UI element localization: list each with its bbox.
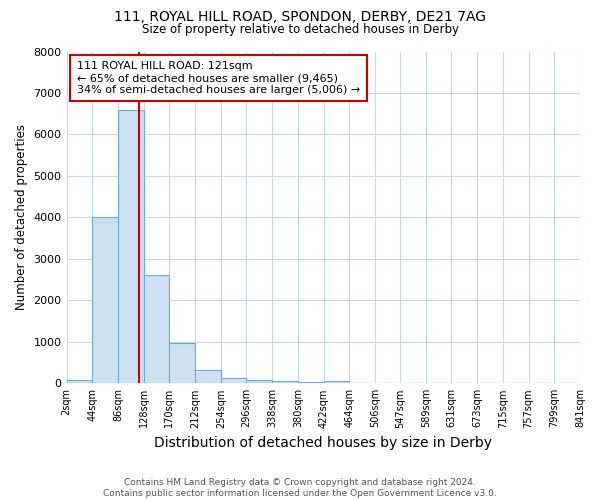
Y-axis label: Number of detached properties: Number of detached properties [15, 124, 28, 310]
Bar [169, 344, 195, 384]
X-axis label: Distribution of detached houses by size in Derby: Distribution of detached houses by size … [154, 436, 492, 450]
Bar [272, 381, 298, 384]
Text: Contains HM Land Registry data © Crown copyright and database right 2024.
Contai: Contains HM Land Registry data © Crown c… [103, 478, 497, 498]
Bar [118, 110, 143, 384]
Bar [247, 380, 272, 384]
Bar [221, 378, 247, 384]
Bar [323, 381, 349, 384]
Text: Size of property relative to detached houses in Derby: Size of property relative to detached ho… [142, 22, 458, 36]
Bar [195, 370, 221, 384]
Bar [67, 380, 92, 384]
Bar [143, 276, 169, 384]
Bar [92, 218, 118, 384]
Text: 111, ROYAL HILL ROAD, SPONDON, DERBY, DE21 7AG: 111, ROYAL HILL ROAD, SPONDON, DERBY, DE… [114, 10, 486, 24]
Bar [298, 382, 323, 384]
Text: 111 ROYAL HILL ROAD: 121sqm
← 65% of detached houses are smaller (9,465)
34% of : 111 ROYAL HILL ROAD: 121sqm ← 65% of det… [77, 62, 360, 94]
